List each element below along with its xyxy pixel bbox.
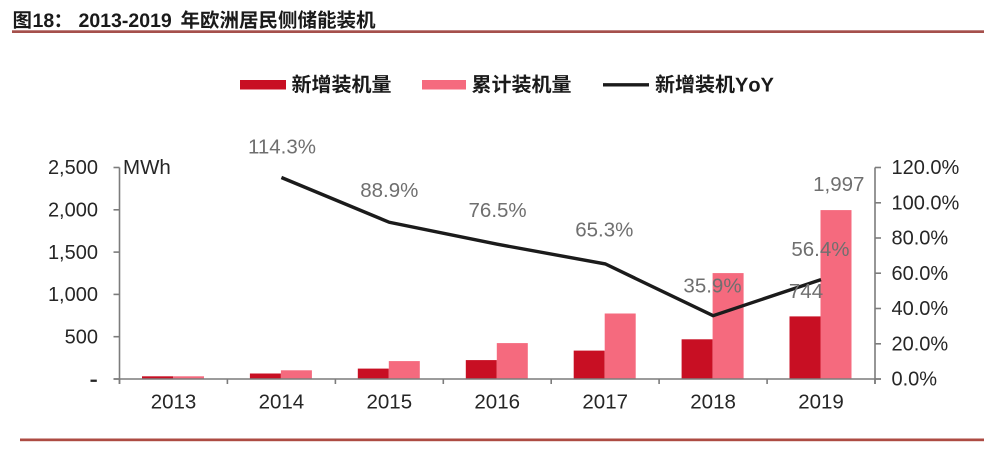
svg-text:20.0%: 20.0% <box>892 333 949 355</box>
svg-text:500: 500 <box>65 326 98 348</box>
svg-text:65.3%: 65.3% <box>575 218 633 241</box>
svg-text:120.0%: 120.0% <box>892 157 960 179</box>
svg-text:2017: 2017 <box>582 391 628 414</box>
svg-text:2014: 2014 <box>259 391 305 414</box>
svg-text:88.9%: 88.9% <box>360 179 418 202</box>
svg-text:100.0%: 100.0% <box>892 192 960 214</box>
svg-text:76.5%: 76.5% <box>469 199 527 222</box>
svg-text:2013: 2013 <box>151 391 197 414</box>
svg-text:114.3%: 114.3% <box>248 136 316 159</box>
svg-text:744: 744 <box>789 280 823 303</box>
svg-text:1,997: 1,997 <box>813 173 864 196</box>
svg-text:35.9%: 35.9% <box>683 274 741 297</box>
svg-text:2018: 2018 <box>690 391 736 414</box>
svg-text:1,500: 1,500 <box>48 242 98 264</box>
svg-text:2015: 2015 <box>366 391 412 414</box>
svg-text:2019: 2019 <box>798 391 844 414</box>
svg-text:60.0%: 60.0% <box>892 263 949 285</box>
svg-text:80.0%: 80.0% <box>892 228 949 250</box>
svg-text:MWh: MWh <box>123 156 171 179</box>
svg-text:40.0%: 40.0% <box>892 298 949 320</box>
svg-text:0.0%: 0.0% <box>892 369 938 391</box>
svg-text:56.4%: 56.4% <box>791 238 849 261</box>
svg-text:2016: 2016 <box>474 391 520 414</box>
svg-text:2,000: 2,000 <box>48 200 98 222</box>
svg-text:2,500: 2,500 <box>48 157 98 179</box>
svg-text:1,000: 1,000 <box>48 284 98 306</box>
